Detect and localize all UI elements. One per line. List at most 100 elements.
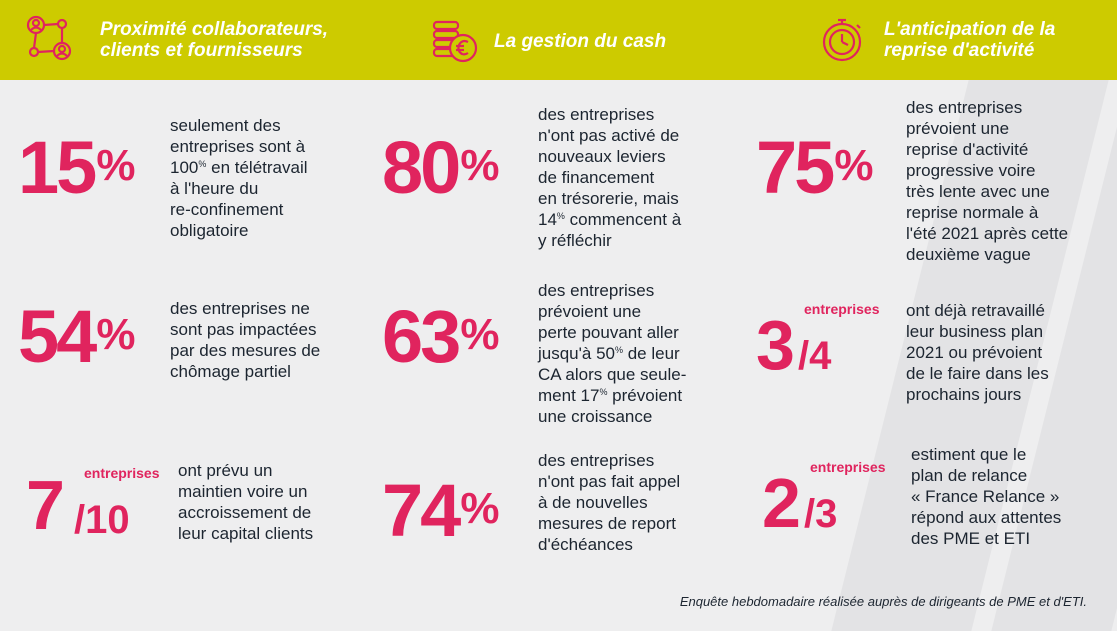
desc-sup: % bbox=[614, 345, 623, 355]
stat-denominator: /3 bbox=[804, 492, 838, 536]
stat-desc-7-10: ont prévu un maintien voire un accroisse… bbox=[178, 460, 313, 544]
desc-line: prochains jours bbox=[906, 385, 1022, 404]
stat-value-63: 63% bbox=[382, 300, 499, 374]
stat-value-3-4: entreprises 3 /4 bbox=[756, 298, 896, 384]
header-title-cash: La gestion du cash bbox=[494, 31, 667, 52]
desc-line: de leur bbox=[623, 344, 680, 363]
people-network-icon bbox=[26, 15, 72, 61]
stat-numerator: 2 bbox=[762, 464, 801, 542]
desc-line: répond aux attentes bbox=[911, 508, 1062, 527]
stat-numerator: 7 bbox=[26, 466, 65, 544]
header-band: Proximité collaborateurs, clients et fou… bbox=[0, 0, 1117, 80]
desc-line: n'ont pas activé de bbox=[538, 126, 680, 145]
stat-unit: % bbox=[834, 141, 874, 190]
stat-denominator: /4 bbox=[798, 334, 832, 378]
desc-line: en trésorerie, mais bbox=[538, 189, 679, 208]
stat-desc-2-3: estiment que le plan de relance « France… bbox=[911, 444, 1061, 549]
desc-line: commencent à bbox=[564, 210, 682, 229]
stat-number: 74 bbox=[382, 469, 461, 552]
stat-value-80: 80% bbox=[382, 131, 499, 205]
desc-line: seulement des bbox=[170, 116, 281, 135]
desc-line: une croissance bbox=[538, 407, 653, 426]
desc-line: chômage partiel bbox=[170, 362, 291, 381]
header-title-line: Proximité collaborateurs, bbox=[100, 19, 329, 40]
coins-euro-icon bbox=[432, 20, 478, 63]
header-title-anticipation: L'anticipation de la reprise d'activité bbox=[884, 19, 1055, 61]
desc-line: ont prévu un bbox=[178, 461, 273, 480]
desc-line: ont déjà retravaillé bbox=[906, 301, 1045, 320]
stat-value-75: 75% bbox=[756, 131, 873, 205]
footer-source-note: Enquête hebdomadaire réalisée auprès de … bbox=[679, 594, 1087, 609]
desc-line: prévoient une bbox=[906, 119, 1010, 138]
stat-number: 54 bbox=[18, 295, 97, 378]
desc-line: maintien voire un bbox=[178, 482, 308, 501]
desc-line: progressive voire bbox=[906, 161, 1036, 180]
desc-line: deuxième vague bbox=[906, 245, 1031, 264]
desc-line: sont pas impactées bbox=[170, 320, 317, 339]
desc-line: en télétravail bbox=[206, 158, 308, 177]
desc-line: très lente avec une bbox=[906, 182, 1050, 201]
desc-line: entreprises sont à bbox=[170, 137, 306, 156]
stat-numerator: 3 bbox=[756, 306, 795, 384]
desc-line: leur capital clients bbox=[178, 524, 314, 543]
desc-line: ment 17 bbox=[538, 386, 600, 405]
stat-denominator: /10 bbox=[74, 498, 130, 542]
desc-line: des entreprises bbox=[538, 105, 655, 124]
desc-sup: % bbox=[556, 211, 565, 221]
stat-unit: % bbox=[96, 141, 136, 190]
desc-line: CA alors que seule- bbox=[538, 365, 687, 384]
header-title-line: clients et fournisseurs bbox=[100, 40, 303, 61]
header-title-proximite: Proximité collaborateurs, clients et fou… bbox=[100, 19, 328, 61]
stat-value-74: 74% bbox=[382, 474, 499, 548]
desc-line: accroissement de bbox=[178, 503, 312, 522]
stat-unit: % bbox=[96, 310, 136, 359]
stat-number: 15 bbox=[18, 126, 97, 209]
stat-number: 63 bbox=[382, 295, 461, 378]
desc-line: à l'heure du bbox=[170, 179, 259, 198]
desc-line: de le faire dans les bbox=[906, 364, 1049, 383]
stat-desc-15: seulement des entreprises sont à 100% en… bbox=[170, 115, 308, 241]
desc-line: prévoient bbox=[607, 386, 683, 405]
desc-line: estiment que le bbox=[911, 445, 1027, 464]
desc-line: reprise normale à bbox=[906, 203, 1039, 222]
stat-number: 80 bbox=[382, 126, 461, 209]
desc-line: « France Relance » bbox=[911, 487, 1060, 506]
desc-line: prévoient une bbox=[538, 302, 642, 321]
desc-line: à de nouvelles bbox=[538, 493, 648, 512]
desc-line: des entreprises bbox=[906, 98, 1023, 117]
stat-desc-80: des entreprises n'ont pas activé de nouv… bbox=[538, 104, 681, 251]
stat-number: 75 bbox=[756, 126, 835, 209]
desc-line: obligatoire bbox=[170, 221, 249, 240]
desc-line: par des mesures de bbox=[170, 341, 321, 360]
stat-fraction-label: entreprises bbox=[804, 301, 880, 317]
stat-desc-75: des entreprises prévoient une reprise d'… bbox=[906, 97, 1068, 265]
desc-line: y réfléchir bbox=[538, 231, 612, 250]
stopwatch-icon bbox=[822, 18, 862, 62]
desc-line: reprise d'activité bbox=[906, 140, 1029, 159]
stat-desc-3-4: ont déjà retravaillé leur business plan … bbox=[906, 300, 1049, 405]
desc-line: de financement bbox=[538, 168, 655, 187]
stat-unit: % bbox=[460, 141, 500, 190]
stat-desc-74: des entreprises n'ont pas fait appel à d… bbox=[538, 450, 680, 555]
desc-line: d'échéances bbox=[538, 535, 633, 554]
desc-line: re-confinement bbox=[170, 200, 284, 219]
stat-value-54: 54% bbox=[18, 300, 135, 374]
desc-line: 2021 ou prévoient bbox=[906, 343, 1043, 362]
desc-line: n'ont pas fait appel bbox=[538, 472, 681, 491]
header-title-line: reprise d'activité bbox=[884, 40, 1035, 61]
stat-unit: % bbox=[460, 484, 500, 533]
desc-line: l'été 2021 après cette bbox=[906, 224, 1069, 243]
stat-unit: % bbox=[460, 310, 500, 359]
desc-sup: % bbox=[599, 387, 608, 397]
header-title-line: L'anticipation de la bbox=[884, 19, 1056, 40]
desc-line: jusqu'à 50 bbox=[538, 344, 615, 363]
desc-line: mesures de report bbox=[538, 514, 676, 533]
stat-value-15: 15% bbox=[18, 131, 135, 205]
stat-fraction-label: entreprises bbox=[84, 465, 160, 481]
desc-line: nouveaux leviers bbox=[538, 147, 666, 166]
stat-desc-63: des entreprises prévoient une perte pouv… bbox=[538, 280, 686, 427]
desc-line: 14 bbox=[538, 210, 557, 229]
stat-desc-54: des entreprises ne sont pas impactées pa… bbox=[170, 298, 320, 382]
desc-line: des entreprises bbox=[538, 451, 655, 470]
desc-line: plan de relance bbox=[911, 466, 1028, 485]
